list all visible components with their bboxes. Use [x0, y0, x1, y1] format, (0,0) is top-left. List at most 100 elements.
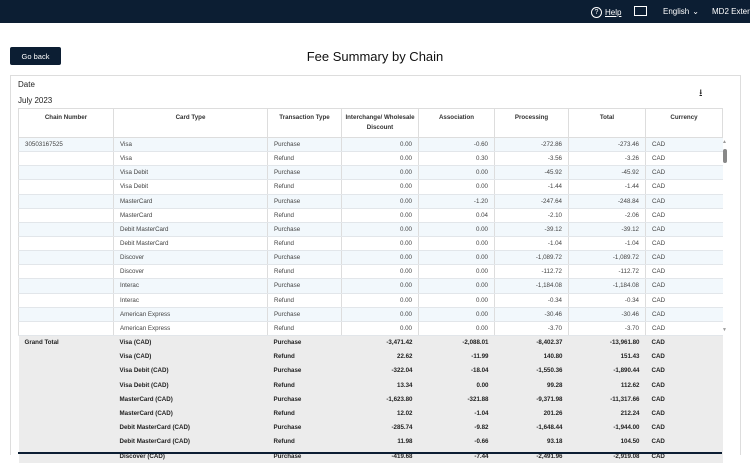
table-cell: CAD: [645, 420, 723, 435]
table-cell: [18, 222, 114, 237]
date-label: Date: [18, 80, 35, 89]
table-cell: 0.00: [341, 293, 419, 308]
top-nav-bar: ?Help English⌄ MD2 External: [0, 0, 750, 23]
table-cell: [18, 406, 114, 421]
table-cell: -3,471.42: [341, 335, 419, 350]
table-cell: -1,184.08: [568, 278, 646, 294]
mail-icon[interactable]: [634, 6, 647, 16]
table-row: Visa Debit Purchase 0.00 0.00 -45.92 -45.92 CA…: [18, 165, 723, 181]
table-cell: -112.72: [568, 264, 646, 280]
table-cell: 201.26: [494, 406, 569, 421]
table-cell: CAD: [645, 179, 723, 195]
table-cell: CAD: [645, 349, 723, 364]
table-cell: -1,184.08: [494, 278, 569, 294]
table-cell: MasterCard: [113, 208, 268, 223]
table-cell: Purchase: [267, 363, 342, 379]
table-cell: American Express: [113, 321, 268, 336]
table-cell: 99.28: [494, 378, 569, 393]
table-cell: 0.00: [341, 222, 419, 237]
table-cell: 112.62: [568, 378, 646, 393]
table-cell: -3.70: [568, 321, 646, 336]
table-cell: Refund: [267, 151, 342, 167]
table-cell: Purchase: [267, 165, 342, 181]
table-cell: Visa Debit: [113, 179, 268, 195]
table-row: MasterCard Refund 0.00 0.04 -2.10 -2.06 CAD: [18, 208, 723, 223]
table-cell: 0.00: [418, 165, 495, 181]
table-cell: -0.34: [494, 293, 569, 308]
table-cell: Visa Debit (CAD): [113, 363, 268, 379]
table-cell: 212.24: [568, 406, 646, 421]
chevron-down-icon: ⌄: [692, 7, 699, 16]
table-cell: CAD: [645, 406, 723, 421]
grand-total-row: Grand Total Visa (CAD) Purchase -3,471.42 -2…: [18, 335, 723, 350]
table-cell: CAD: [645, 250, 723, 266]
table-cell: 0.00: [341, 208, 419, 223]
table-cell: Discover: [113, 250, 268, 266]
column-header: Association: [418, 108, 495, 138]
table-cell: -1.44: [494, 179, 569, 195]
table-cell: -39.12: [494, 222, 569, 237]
table-cell: -45.92: [494, 165, 569, 181]
table-cell: [18, 321, 114, 336]
table-row: Discover Refund 0.00 0.00 -112.72 -112.72 CAD: [18, 264, 723, 280]
table-cell: MasterCard (CAD): [113, 392, 268, 407]
table-cell: Interac: [113, 293, 268, 308]
table-cell: [18, 349, 114, 364]
table-cell: Purchase: [267, 420, 342, 435]
table-cell: Refund: [267, 378, 342, 393]
table-cell: -1,890.44: [568, 363, 646, 379]
table-cell: CAD: [645, 165, 723, 181]
table-cell: 0.00: [418, 250, 495, 266]
table-cell: [18, 151, 114, 167]
table-scrollbar[interactable]: ▲ ▼: [722, 139, 727, 333]
go-back-button[interactable]: Go back: [10, 47, 61, 65]
table-cell: Purchase: [267, 307, 342, 322]
table-cell: -285.74: [341, 420, 419, 435]
table-cell: Purchase: [267, 278, 342, 294]
download-icon[interactable]: ⭳: [699, 88, 703, 99]
column-header: Card Type: [113, 108, 268, 138]
table-cell: -11,317.66: [568, 392, 646, 407]
table-cell: CAD: [645, 335, 723, 350]
table-cell: 30503167525: [18, 137, 114, 153]
grand-total-row: Visa Debit (CAD) Refund 13.34 0.00 99.28 112.…: [18, 378, 723, 393]
language-selector[interactable]: English ⌄: [663, 7, 699, 16]
table-cell: 0.00: [341, 151, 419, 167]
help-circle-icon: ?: [591, 7, 602, 18]
table-cell: Refund: [267, 264, 342, 280]
table-cell: Interac: [113, 278, 268, 294]
table-cell: Visa: [113, 151, 268, 167]
table-cell: Refund: [267, 321, 342, 336]
column-header: Total: [568, 108, 646, 138]
table-cell: 0.00: [341, 137, 419, 153]
table-cell: -39.12: [568, 222, 646, 237]
table-cell: -1,648.44: [494, 420, 569, 435]
table-cell: -247.64: [494, 194, 569, 209]
table-cell: 104.50: [568, 434, 646, 449]
table-cell: 0.00: [418, 321, 495, 336]
table-cell: -1,089.72: [494, 250, 569, 266]
table-cell: 13.34: [341, 378, 419, 393]
table-cell: [18, 179, 114, 195]
table-cell: 0.00: [418, 179, 495, 195]
table-cell: 0.00: [418, 264, 495, 280]
table-cell: -2.10: [494, 208, 569, 223]
column-header: Interchange/ Wholesale Discount: [341, 108, 419, 138]
table-cell: 0.30: [418, 151, 495, 167]
table-cell: -3.26: [568, 151, 646, 167]
table-cell: -1.04: [494, 236, 569, 252]
table-cell: CAD: [645, 151, 723, 167]
table-cell: -9,371.98: [494, 392, 569, 407]
table-cell: 11.98: [341, 434, 419, 449]
help-link[interactable]: ? Help: [591, 7, 621, 18]
user-menu[interactable]: MD2 External: [712, 7, 750, 16]
table-cell: CAD: [645, 434, 723, 449]
table-cell: 0.00: [341, 307, 419, 322]
table-cell: Visa (CAD): [113, 335, 268, 350]
table-cell: -11.99: [418, 349, 495, 364]
table-cell: CAD: [645, 321, 723, 336]
table-cell: -0.60: [418, 137, 495, 153]
table-cell: 0.00: [341, 194, 419, 209]
table-cell: 0.00: [341, 250, 419, 266]
table-cell: Grand Total: [18, 335, 114, 350]
